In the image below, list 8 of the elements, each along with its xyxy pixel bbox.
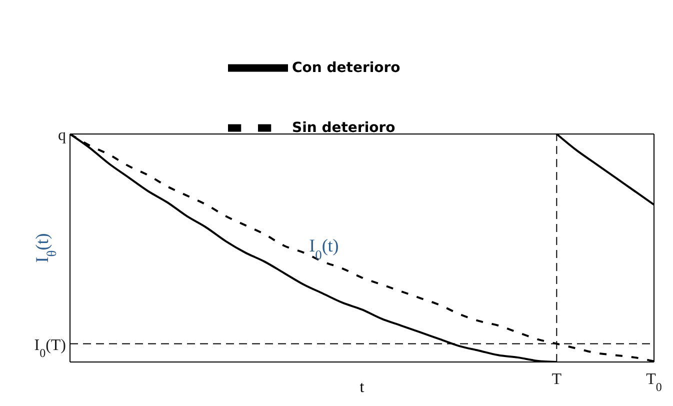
x-axis-title: t [360,379,365,396]
x-tick-label: T [552,371,562,388]
ref-line-label: q [58,127,66,144]
legend-label: Con deterioro [292,60,400,76]
annotation: I$_{0}$(t) [309,236,339,262]
ref-line-label: I$_{0}$(T) [34,336,66,360]
x-tick-label: T$_{0}$ [646,371,662,394]
legend-label: Sin deterioro [292,120,396,136]
